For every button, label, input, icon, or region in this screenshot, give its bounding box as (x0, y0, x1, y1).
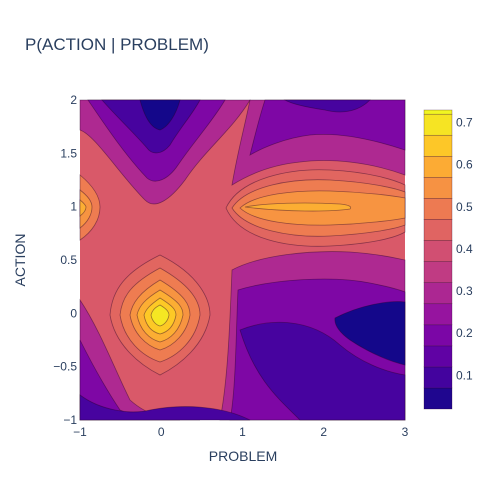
colorbar-segment (424, 262, 452, 283)
x-axis-label: PROBLEM (209, 448, 277, 464)
y-tick-label: 2 (70, 93, 77, 107)
y-axis-label: ACTION (12, 234, 28, 287)
x-tick-label: 3 (402, 425, 409, 439)
y-tick-label: −1 (63, 413, 77, 427)
plot-area[interactable] (80, 100, 405, 420)
y-tick-label: 1 (70, 200, 77, 214)
colorbar-segment (424, 177, 452, 198)
colorbar-tick-label: 0.7 (456, 116, 473, 130)
y-tick-label: 0.5 (60, 253, 77, 267)
y-tick-label: 1.5 (60, 146, 77, 160)
x-tick-label: 0 (158, 425, 165, 439)
colorbar-tick-label: 0.3 (456, 284, 473, 298)
colorbar-segment (424, 388, 452, 409)
colorbar-segment (424, 198, 452, 219)
colorbar-tick-label: 0.5 (456, 200, 473, 214)
colorbar-segment (424, 283, 452, 304)
colorbar-segment (424, 346, 452, 367)
y-tick-label: −0.5 (53, 360, 77, 374)
y-axis-ticks: −1 −0.5 0 0.5 1 1.5 2 (53, 93, 77, 427)
y-tick-label: 0 (70, 306, 77, 320)
colorbar-tick-label: 0.6 (456, 158, 473, 172)
colorbar-segment (424, 367, 452, 388)
contour-fills (80, 100, 405, 420)
colorbar-segment (424, 325, 452, 346)
colorbar: 0.1 0.2 0.3 0.4 0.5 0.6 0.7 (424, 110, 473, 409)
chart-title: P(ACTION | PROBLEM) (25, 35, 209, 54)
colorbar-segment (424, 135, 452, 156)
colorbar-segment (424, 304, 452, 325)
colorbar-segment (424, 241, 452, 262)
colorbar-segment (424, 114, 452, 135)
colorbar-segment (424, 219, 452, 240)
x-axis-ticks: −1 0 1 2 3 (73, 425, 409, 439)
x-tick-label: 1 (239, 425, 246, 439)
colorbar-segment (424, 110, 452, 114)
colorbar-segment (424, 156, 452, 177)
x-tick-label: −1 (73, 425, 87, 439)
x-tick-label: 2 (320, 425, 327, 439)
colorbar-tick-label: 0.2 (456, 326, 473, 340)
colorbar-tick-label: 0.4 (456, 242, 473, 256)
colorbar-tick-label: 0.1 (456, 368, 473, 382)
